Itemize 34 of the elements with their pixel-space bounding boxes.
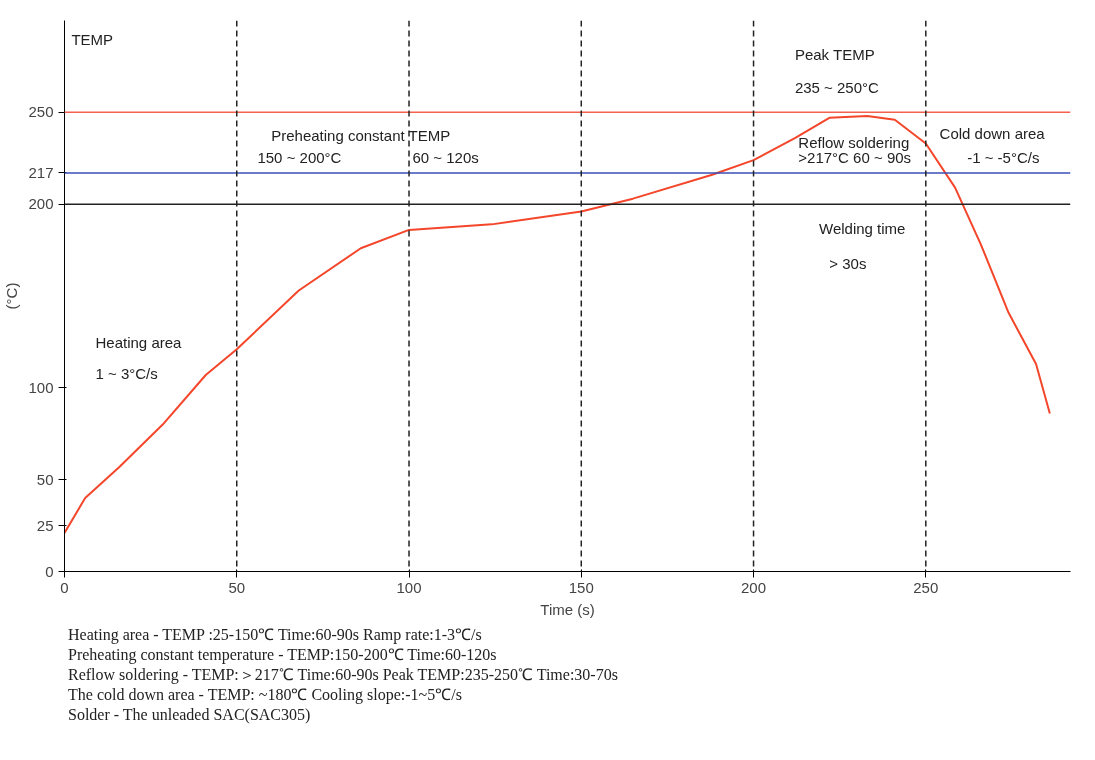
text: The cold down area - TEMP: ~180℃ Cooling slope:-1~5℃/s (68, 685, 463, 705)
annotation: 60 ~ 120s (412, 148, 479, 166)
y-axis-title: (°C) (3, 282, 21, 310)
line-series (64, 115, 1051, 534)
annotation: Welding time (819, 220, 906, 238)
annotation: Reflow soldering (798, 133, 910, 151)
text: Preheating constant temperature - TEMP:150-200℃ Time:60-120s (68, 645, 498, 665)
text: Heating area - TEMP :25-150℃ Time:60-90s Ramp rate:1-3℃/s (68, 625, 483, 645)
x-tick-label: 50 (228, 578, 246, 596)
annotation: > 30s (829, 255, 867, 273)
y-tick-label: 217 (28, 163, 54, 181)
annotation: Heating area (95, 334, 183, 352)
annotation: 150 ~ 200°C (257, 148, 342, 166)
annotation: TEMP (71, 31, 114, 49)
text: Solder - The unleaded SAC(SAC305) (68, 705, 312, 725)
y-tick-label: 0 (45, 562, 54, 580)
text: Reflow soldering - TEMP:＞217℃ Time:60-90s Peak TEMP:235-250℃ Time:30-70s (68, 665, 618, 685)
annotation: 235 ~ 250°C (794, 78, 880, 96)
annotation: Cold down area (939, 124, 1046, 142)
x-tick-label: 250 (913, 578, 939, 596)
x-tick-label: 150 (568, 578, 594, 596)
y-tick-label: 50 (36, 470, 54, 488)
y-tick-label: 25 (36, 516, 54, 534)
x-tick-label: 100 (396, 578, 422, 596)
annotation: Preheating constant TEMP (271, 126, 451, 144)
y-tick-label: 100 (28, 378, 54, 396)
y-tick-label: 200 (28, 195, 54, 213)
annotation: 1 ~ 3°C/s (95, 365, 158, 383)
annotation: -1 ~ -5°C/s (967, 148, 1040, 166)
y-tick-label: 250 (28, 103, 54, 121)
x-tick-label: 0 (60, 578, 69, 596)
x-tick-label: 200 (741, 578, 767, 596)
annotation: Peak TEMP (794, 45, 875, 63)
x-axis-title: Time (s) (540, 600, 595, 618)
